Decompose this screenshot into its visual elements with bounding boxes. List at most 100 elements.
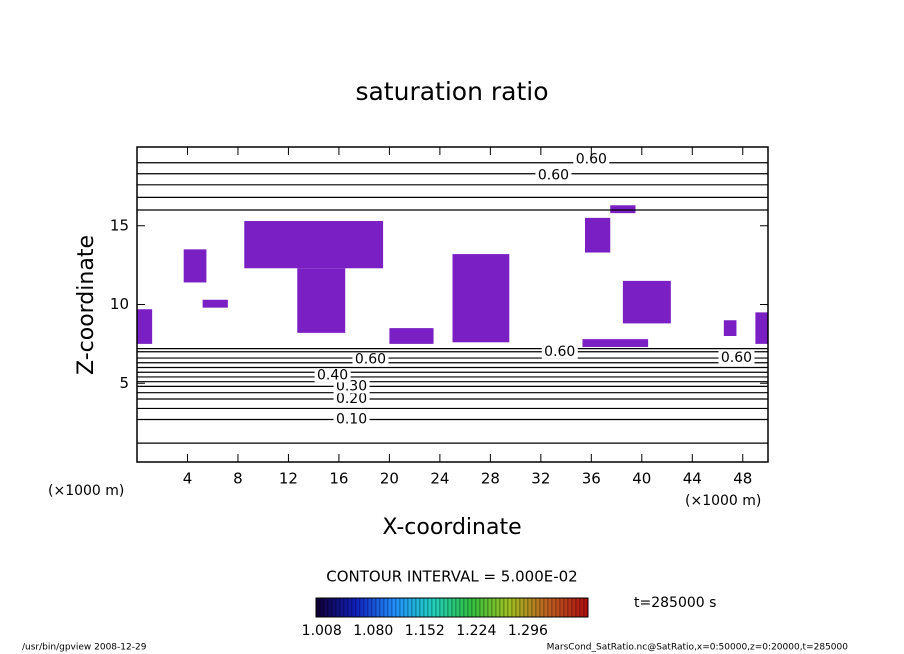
contour-label-bg bbox=[535, 168, 572, 183]
colorbar-cell bbox=[559, 597, 565, 618]
colorbar-tick-label: 1.080 bbox=[353, 623, 393, 639]
contour-label-bg bbox=[333, 392, 370, 406]
colorbar-cell bbox=[555, 597, 561, 618]
colorbar-cell bbox=[575, 597, 581, 618]
x-tick-label: 24 bbox=[430, 470, 449, 488]
supersaturated-region bbox=[622, 280, 671, 324]
colorbar-cell bbox=[471, 597, 477, 618]
contour-interval: CONTOUR INTERVAL = 5.000E-02 bbox=[326, 568, 577, 586]
colorbar-tick-label: 1.224 bbox=[456, 623, 496, 639]
colorbar-cell bbox=[451, 597, 457, 618]
supersaturated-region bbox=[582, 339, 649, 348]
colorbar-cell bbox=[511, 597, 517, 618]
colorbar-cell bbox=[367, 597, 373, 618]
colorbar-cell bbox=[507, 597, 513, 618]
contour-label-bg bbox=[314, 368, 351, 383]
colorbar-cell bbox=[335, 597, 341, 618]
y-unit: (×1000 m) bbox=[48, 483, 124, 499]
colorbar-cell bbox=[487, 597, 493, 618]
colorbar-cell bbox=[431, 597, 437, 618]
y-tick-label: 10 bbox=[110, 295, 129, 313]
supersaturated-region bbox=[755, 312, 768, 344]
colorbar-cell bbox=[499, 597, 505, 618]
contour-label-bg bbox=[333, 412, 370, 427]
y-tick-label: 15 bbox=[110, 216, 129, 234]
chart-title: saturation ratio bbox=[355, 77, 548, 106]
colorbar-cell bbox=[491, 597, 497, 618]
colorbar-cell bbox=[443, 597, 449, 618]
contour-label-bg bbox=[333, 379, 370, 394]
supersaturated-region bbox=[610, 205, 636, 214]
contour-label: 0.20 bbox=[336, 391, 367, 407]
colorbar-cell bbox=[363, 597, 369, 618]
y-axis-label: Z-coordinate bbox=[74, 235, 99, 375]
time-label: t=285000 s bbox=[634, 595, 716, 611]
colorbar-cell bbox=[407, 597, 413, 618]
colorbar-cell bbox=[539, 597, 545, 618]
colorbar-cell bbox=[415, 597, 421, 618]
colorbar-cell bbox=[355, 597, 361, 618]
colorbar-cell bbox=[459, 597, 465, 618]
colorbar-cell bbox=[463, 597, 469, 618]
x-tick-label: 40 bbox=[632, 470, 651, 488]
colorbar-cell bbox=[351, 597, 357, 618]
x-axis-label: X-coordinate bbox=[382, 515, 521, 540]
contour-label: 0.40 bbox=[317, 367, 348, 383]
colorbar-cell bbox=[315, 597, 321, 618]
colorbar-cell bbox=[343, 597, 349, 618]
colorbar-tick-label: 1.152 bbox=[405, 623, 445, 639]
colorbar-cell bbox=[387, 597, 393, 618]
colorbar-tick-label: 1.296 bbox=[508, 623, 548, 639]
colorbar-cell bbox=[515, 597, 521, 618]
colorbar-cell bbox=[423, 597, 429, 618]
supersaturated-region bbox=[137, 309, 153, 344]
x-tick-label: 8 bbox=[233, 470, 243, 488]
colorbar-cell bbox=[327, 597, 333, 618]
contour-label: 0.10 bbox=[336, 411, 367, 427]
contour-label: 0.60 bbox=[576, 152, 607, 168]
colorbar-cell bbox=[331, 597, 337, 618]
colorbar-cell bbox=[475, 597, 481, 618]
supersaturated-region bbox=[389, 328, 434, 344]
colorbar-cell bbox=[447, 597, 453, 618]
contour-label: 0.60 bbox=[538, 167, 569, 183]
colorbar-cell bbox=[583, 597, 589, 618]
colorbar-cell bbox=[551, 597, 557, 618]
colorbar-cell bbox=[563, 597, 569, 618]
colorbar-cell bbox=[547, 597, 553, 618]
colorbar-cell bbox=[467, 597, 473, 618]
colorbar-cell bbox=[379, 597, 385, 618]
colorbar-tick-label: 1.008 bbox=[302, 623, 342, 639]
x-tick-label: 4 bbox=[183, 470, 193, 488]
colorbar-cell bbox=[391, 597, 397, 618]
x-tick-label: 36 bbox=[582, 470, 601, 488]
x-tick-label: 12 bbox=[279, 470, 298, 488]
colorbar-cell bbox=[411, 597, 417, 618]
supersaturated-region bbox=[202, 299, 228, 308]
colorbar-cell bbox=[523, 597, 529, 618]
contour-label-bg bbox=[352, 352, 389, 367]
contour-label: 0.60 bbox=[721, 350, 752, 366]
colorbar-cell bbox=[571, 597, 577, 618]
colorbar-cell bbox=[455, 597, 461, 618]
y-tick-label: 5 bbox=[119, 374, 129, 392]
colorbar-cell bbox=[435, 597, 441, 618]
footer-right: MarsCond_SatRatio.nc@SatRatio,x=0:50000,… bbox=[547, 643, 849, 653]
contour-label: 0.30 bbox=[336, 378, 367, 394]
colorbar-cell bbox=[427, 597, 433, 618]
colorbar-cell bbox=[495, 597, 501, 618]
colorbar-cell bbox=[439, 597, 445, 618]
colorbar-cell bbox=[395, 597, 401, 618]
contour-label: 0.60 bbox=[355, 352, 386, 368]
colorbar-cell bbox=[403, 597, 409, 618]
colorbar-cell bbox=[479, 597, 485, 618]
supersaturated-region bbox=[297, 268, 346, 333]
colorbar-cell bbox=[519, 597, 525, 618]
colorbar-cell bbox=[535, 597, 541, 618]
colorbar-cell bbox=[359, 597, 365, 618]
colorbar-cell bbox=[579, 597, 585, 618]
colorbar-cell bbox=[323, 597, 329, 618]
colorbar-cell bbox=[383, 597, 389, 618]
x-tick-label: 20 bbox=[380, 470, 399, 488]
supersaturated-region bbox=[723, 320, 737, 336]
